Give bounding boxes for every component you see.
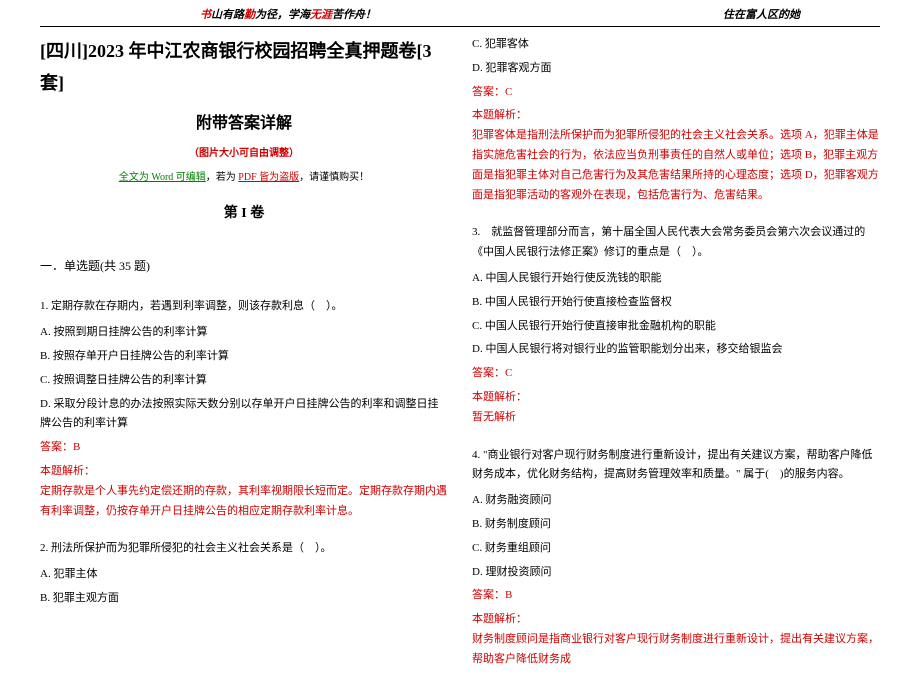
header-motto-right: 住在富人区的她: [723, 6, 800, 22]
question-text: 4. "商业银行对客户现行财务制度进行重新设计，提出有关建议方案，帮助客户降低财…: [472, 446, 880, 486]
question-1: 1. 定期存款在存期内，若遇到利率调整，则该存款利息（ ）。 A. 按照到期日挂…: [40, 297, 448, 521]
option-c: C. 按照调整日挂牌公告的利率计算: [40, 371, 448, 391]
option-c: C. 犯罪客体: [472, 35, 880, 55]
option-b: B. 中国人民银行开始行使直接检查监督权: [472, 293, 880, 313]
right-column: C. 犯罪客体 D. 犯罪客观方面 答案：C 本题解析： 犯罪客体是指刑法所保护…: [472, 35, 880, 688]
option-c: C. 中国人民银行开始行使直接审批金融机构的职能: [472, 317, 880, 337]
question-text: 3. 就监督管理部分而言，第十届全国人民代表大会常务委员会第六次会议通过的《中国…: [472, 223, 880, 263]
answer-explain-body: 定期存款是个人事先约定偿还期的存款，其利率视期限长短而定。定期存款存期内遇有利率…: [40, 482, 448, 522]
question-text: 1. 定期存款在存期内，若遇到利率调整，则该存款利息（ ）。: [40, 297, 448, 317]
answer-label: 答案：C: [472, 364, 880, 384]
header-divider: [40, 26, 880, 27]
page-body: [四川]2023 年中江农商银行校园招聘全真押题卷[3 套] 附带答案详解 （图…: [0, 35, 920, 688]
question-2-cont: C. 犯罪客体 D. 犯罪客观方面 答案：C 本题解析： 犯罪客体是指刑法所保护…: [472, 35, 880, 205]
option-a: A. 按照到期日挂牌公告的利率计算: [40, 323, 448, 343]
answer-explain-body: 财务制度顾问是指商业银行对客户现行财务制度进行重新设计，提出有关建议方案，帮助客…: [472, 630, 880, 670]
note-edition: 全文为 Word 可编辑，若为 PDF 皆为盗版，请谨慎购买！: [40, 169, 448, 187]
note-pdf-warning: PDF 皆为盗版: [238, 172, 299, 183]
option-d: D. 犯罪客观方面: [472, 59, 880, 79]
motto-part: 书: [200, 9, 211, 21]
motto-part: 为径，学海: [255, 9, 310, 21]
option-b: B. 犯罪主观方面: [40, 589, 448, 609]
answer-label: 答案：B: [472, 586, 880, 606]
question-2: 2. 刑法所保护而为犯罪所侵犯的社会主义社会关系是（ ）。 A. 犯罪主体 B.…: [40, 539, 448, 608]
section-heading: 一．单选题(共 35 题): [40, 256, 448, 278]
option-d: D. 中国人民银行将对银行业的监管职能划分出来，移交给银监会: [472, 340, 880, 360]
answer-explain-heading: 本题解析：: [472, 106, 880, 126]
note-word-link[interactable]: 全文为 Word 可编辑: [119, 172, 206, 183]
option-b: B. 财务制度顾问: [472, 515, 880, 535]
question-3: 3. 就监督管理部分而言，第十届全国人民代表大会常务委员会第六次会议通过的《中国…: [472, 223, 880, 427]
option-a: A. 中国人民银行开始行使反洗钱的职能: [472, 269, 880, 289]
page-header: 书山有路勤为径，学海无涯苦作舟！ 住在富人区的她: [0, 0, 920, 26]
option-d: D. 采取分段计息的办法按照实际天数分别以存单开户日挂牌公告的利率和调整日挂牌公…: [40, 395, 448, 435]
motto-part: 勤: [244, 9, 255, 21]
option-c: C. 财务重组顾问: [472, 539, 880, 559]
note-tail: ，请谨慎购买！: [299, 172, 369, 183]
left-column: [四川]2023 年中江农商银行校园招聘全真押题卷[3 套] 附带答案详解 （图…: [40, 35, 448, 688]
header-motto-left: 书山有路勤为径，学海无涯苦作舟！: [200, 6, 376, 22]
note-sep: ，若为: [206, 172, 239, 183]
answer-explain-heading: 本题解析：: [472, 610, 880, 630]
note-adjustable: （图片大小可自由调整）: [40, 145, 448, 163]
answer-explain-body: 犯罪客体是指刑法所保护而为犯罪所侵犯的社会主义社会关系。选项 A，犯罪主体是指实…: [472, 126, 880, 205]
question-text: 2. 刑法所保护而为犯罪所侵犯的社会主义社会关系是（ ）。: [40, 539, 448, 559]
question-4: 4. "商业银行对客户现行财务制度进行重新设计，提出有关建议方案，帮助客户降低财…: [472, 446, 880, 670]
option-b: B. 按照存单开户日挂牌公告的利率计算: [40, 347, 448, 367]
option-a: A. 财务融资顾问: [472, 491, 880, 511]
answer-explain-body: 暂无解析: [472, 408, 880, 428]
document-subtitle: 附带答案详解: [40, 110, 448, 139]
option-d: D. 理财投资顾问: [472, 563, 880, 583]
option-a: A. 犯罪主体: [40, 565, 448, 585]
motto-part: 苦作舟！: [332, 9, 376, 21]
answer-explain-heading: 本题解析：: [40, 462, 448, 482]
answer-explain-heading: 本题解析：: [472, 388, 880, 408]
motto-part: 无涯: [310, 9, 332, 21]
motto-part: 山有路: [211, 9, 244, 21]
answer-label: 答案：B: [40, 438, 448, 458]
document-title: [四川]2023 年中江农商银行校园招聘全真押题卷[3 套]: [40, 35, 448, 100]
volume-heading: 第 I 卷: [40, 201, 448, 226]
answer-label: 答案：C: [472, 83, 880, 103]
